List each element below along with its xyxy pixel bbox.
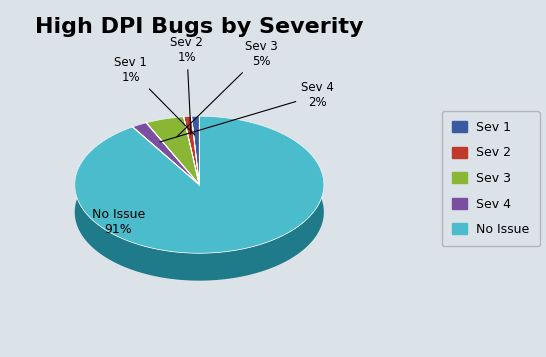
Text: Sev 4
2%: Sev 4 2% (160, 81, 334, 142)
Text: Sev 1
1%: Sev 1 1% (114, 56, 194, 135)
Polygon shape (146, 117, 199, 185)
Polygon shape (133, 123, 146, 154)
Polygon shape (133, 127, 199, 212)
Polygon shape (192, 116, 199, 212)
Text: No Issue
91%: No Issue 91% (92, 208, 145, 236)
Polygon shape (146, 123, 199, 212)
Polygon shape (133, 127, 199, 212)
Polygon shape (183, 117, 199, 212)
Text: Sev 3
5%: Sev 3 5% (177, 40, 278, 137)
Polygon shape (183, 116, 192, 144)
Polygon shape (192, 116, 199, 212)
Polygon shape (75, 116, 324, 253)
Polygon shape (133, 123, 199, 185)
Text: Sev 2
1%: Sev 2 1% (170, 36, 203, 134)
Polygon shape (192, 116, 199, 144)
Polygon shape (183, 116, 199, 185)
Polygon shape (183, 117, 199, 212)
Polygon shape (146, 117, 183, 150)
Polygon shape (146, 123, 199, 212)
Polygon shape (192, 116, 199, 185)
Legend: Sev 1, Sev 2, Sev 3, Sev 4, No Issue: Sev 1, Sev 2, Sev 3, Sev 4, No Issue (442, 111, 540, 246)
Text: High DPI Bugs by Severity: High DPI Bugs by Severity (35, 16, 364, 36)
Polygon shape (75, 116, 324, 281)
